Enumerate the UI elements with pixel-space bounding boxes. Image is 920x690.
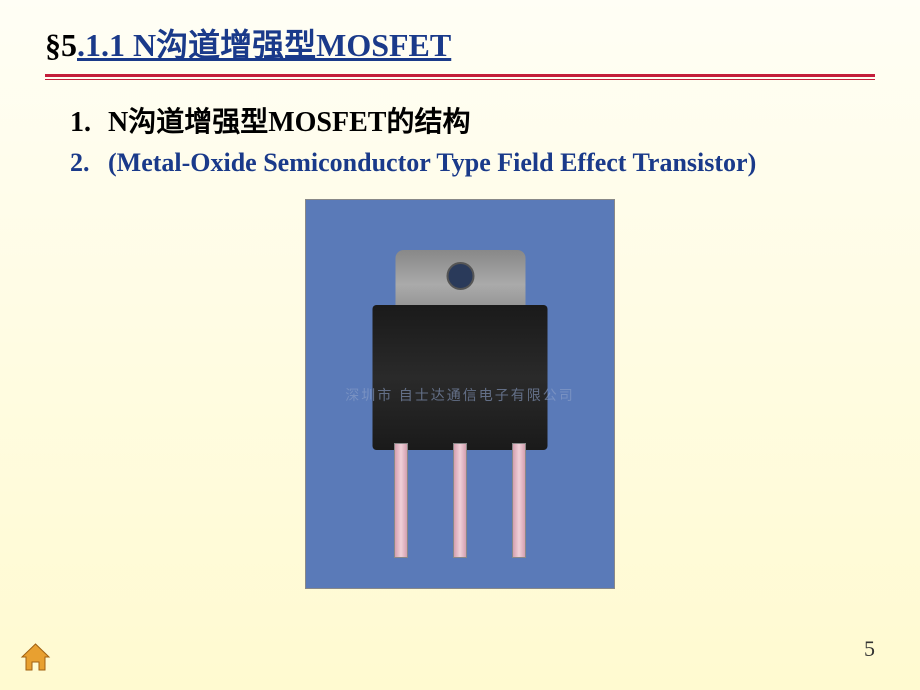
list-item-2: 2.(Metal-Oxide Semiconductor Type Field … [70, 147, 875, 178]
slide-container: §5.1.1 N沟道增强型MOSFET 1.N沟道增强型MOSFET的结构 2.… [0, 0, 920, 609]
title-prefix: §5 [45, 27, 77, 63]
divider-thin [45, 79, 875, 80]
mosfet-component [373, 250, 548, 450]
mosfet-package [373, 305, 548, 450]
title-divider [45, 74, 875, 80]
list-item-1: 1.N沟道增强型MOSFET的结构 [70, 105, 875, 141]
title-section: §5.1.1 N沟道增强型MOSFET [45, 20, 875, 66]
title-link[interactable]: .1.1 N沟道增强型MOSFET [77, 27, 451, 63]
divider-thick [45, 74, 875, 77]
mosfet-pin-3 [512, 443, 526, 558]
mosfet-pin-1 [394, 443, 408, 558]
home-icon[interactable] [18, 640, 53, 675]
content-list: 1.N沟道增强型MOSFET的结构 2.(Metal-Oxide Semicon… [45, 105, 875, 179]
mosfet-pins [394, 443, 526, 558]
item-2-number: 2. [70, 147, 108, 178]
image-container: 深圳市 自士达通信电子有限公司 [45, 199, 875, 589]
item-1-number: 1. [70, 105, 108, 141]
mosfet-pin-2 [453, 443, 467, 558]
mosfet-mounting-hole [446, 262, 474, 290]
item-1-text: N沟道增强型MOSFET的结构 [108, 107, 470, 138]
page-number: 5 [864, 636, 875, 662]
section-title: §5.1.1 N沟道增强型MOSFET [45, 20, 875, 66]
item-2-text: (Metal-Oxide Semiconductor Type Field Ef… [108, 147, 756, 178]
mosfet-photo: 深圳市 自士达通信电子有限公司 [305, 199, 615, 589]
image-watermark: 深圳市 自士达通信电子有限公司 [316, 385, 604, 405]
